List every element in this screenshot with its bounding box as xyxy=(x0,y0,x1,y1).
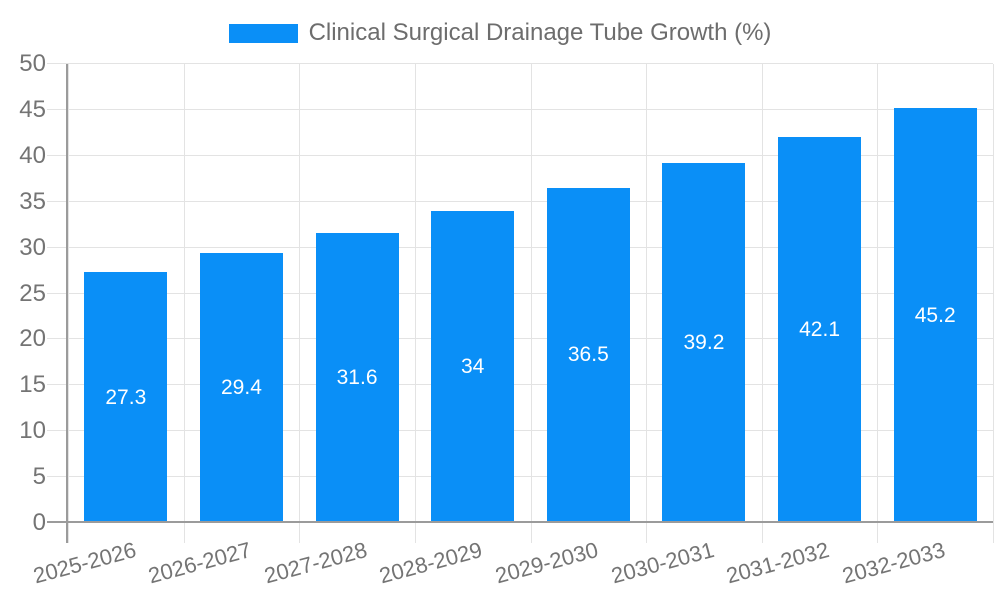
y-gridline xyxy=(47,63,993,64)
bar xyxy=(199,253,283,523)
x-gridline xyxy=(993,64,994,543)
bar xyxy=(431,210,515,523)
x-gridline xyxy=(183,64,185,543)
y-gridline xyxy=(47,338,993,340)
y-gridline xyxy=(47,476,993,478)
x-gridline xyxy=(68,64,69,543)
x-gridline xyxy=(877,64,879,543)
bar-value-label: 31.6 xyxy=(336,365,378,389)
y-tick-label: 30 xyxy=(19,233,46,261)
legend[interactable]: Clinical Surgical Drainage Tube Growth (… xyxy=(0,19,1000,47)
x-gridline xyxy=(530,64,532,543)
x-tick-label: 2032-2033 xyxy=(839,537,948,589)
bar-value-label: 27.3 xyxy=(105,385,147,409)
x-tick-label: 2030-2031 xyxy=(608,537,717,589)
y-tick-label: 40 xyxy=(19,141,46,169)
y-tick-label: 0 xyxy=(32,509,46,536)
bar xyxy=(84,272,168,523)
y-tick-label: 50 xyxy=(19,50,46,77)
y-gridline xyxy=(47,108,993,110)
x-gridline xyxy=(646,64,648,543)
y-tick-label: 35 xyxy=(19,187,46,215)
x-tick-label: 2027-2028 xyxy=(261,537,370,589)
legend-label: Clinical Surgical Drainage Tube Growth (… xyxy=(308,19,772,46)
y-axis-line xyxy=(66,64,68,543)
x-gridline xyxy=(299,64,301,543)
bar-value-label: 29.4 xyxy=(221,376,262,400)
y-gridline xyxy=(47,430,993,432)
y-gridline xyxy=(47,384,993,386)
bar-value-label: 34 xyxy=(461,354,485,378)
bar xyxy=(893,108,977,523)
y-gridline xyxy=(47,292,993,294)
bar xyxy=(546,187,630,523)
y-tick-label: 20 xyxy=(19,325,46,353)
bar-value-label: 36.5 xyxy=(567,343,609,367)
x-gridline xyxy=(414,64,416,543)
y-tick-label: 25 xyxy=(19,279,46,307)
x-tick-label: 2031-2032 xyxy=(723,537,833,589)
legend-swatch-icon xyxy=(228,23,298,43)
bar xyxy=(662,163,746,523)
y-gridline xyxy=(47,154,993,156)
bar xyxy=(778,136,862,523)
x-gridline xyxy=(761,64,763,543)
y-tick-label: 10 xyxy=(19,417,46,445)
x-tick-label: 2028-2029 xyxy=(377,537,486,589)
y-gridline xyxy=(47,200,993,202)
x-tick-label: 2025-2026 xyxy=(30,537,139,589)
y-tick-label: 15 xyxy=(19,371,46,399)
bar-value-label: 45.2 xyxy=(914,303,956,327)
y-tick-label: 5 xyxy=(32,463,46,491)
bar-value-label: 42.1 xyxy=(799,317,840,341)
x-tick-label: 2026-2027 xyxy=(145,537,254,589)
y-gridline xyxy=(47,246,993,248)
bar-value-label: 39.2 xyxy=(683,331,725,355)
y-tick-label: 45 xyxy=(19,95,46,123)
bar xyxy=(315,232,399,523)
x-axis-line xyxy=(47,521,993,523)
x-tick-label: 2029-2030 xyxy=(492,537,601,589)
